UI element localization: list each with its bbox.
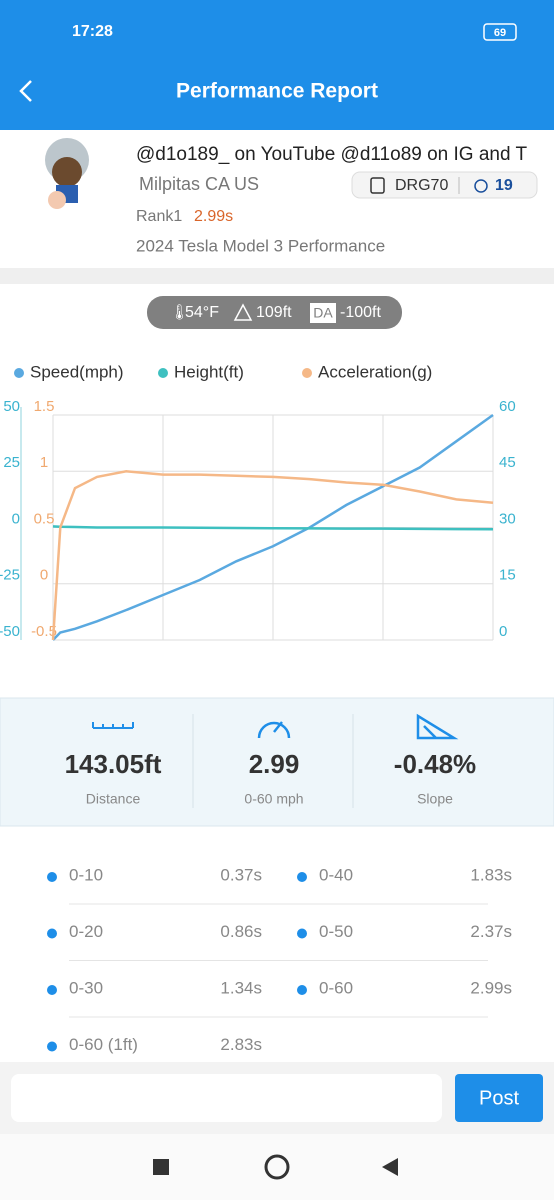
split-time: 0.37s <box>220 865 262 884</box>
split-time: 0.86s <box>220 922 262 941</box>
da-label: DA <box>313 305 333 321</box>
da-box <box>310 303 336 323</box>
split-label: 0-30 <box>69 978 103 997</box>
tick-label: 0 <box>12 510 20 527</box>
weather-pill <box>147 296 402 329</box>
stat-value: -0.48% <box>394 749 476 779</box>
split-dot <box>47 928 57 939</box>
nav-bar <box>0 1134 554 1200</box>
split-dot <box>297 985 307 995</box>
satellite-count: 19 <box>495 177 513 194</box>
tick-label: 0 <box>499 623 507 640</box>
split-dot <box>47 872 57 882</box>
split-label: 0-60 <box>319 978 353 997</box>
distance-icon <box>92 722 134 729</box>
series-line <box>52 413 494 641</box>
profile-name: @d1o189_ on YouTube @d11o89 on IG and T <box>136 144 527 165</box>
device-name: DRG70 <box>395 177 448 194</box>
post-button[interactable] <box>455 1074 543 1122</box>
split-label: 0-20 <box>69 922 103 941</box>
legend-swatch <box>158 368 168 378</box>
split-dot <box>297 872 307 882</box>
car: 2024 Tesla Model 3 Performance <box>136 236 385 255</box>
avatar <box>45 138 89 209</box>
device-badge <box>351 171 538 199</box>
split-time: 2.83s <box>220 1035 262 1054</box>
split-label: 0-40 <box>319 865 353 884</box>
app-bar <box>0 0 554 130</box>
section-gap <box>0 268 554 284</box>
thermo-icon: 🌡 <box>170 304 189 321</box>
tick-label: -0.5 <box>31 623 57 640</box>
recents-button[interactable] <box>153 1159 169 1175</box>
tick-label: 0.5 <box>34 510 55 527</box>
split-dot <box>47 1041 57 1052</box>
temperature: 54°F <box>185 304 219 321</box>
back-nav-button[interactable] <box>382 1158 398 1176</box>
stat-label: Slope <box>417 791 453 807</box>
clock: 17:28 <box>72 23 113 40</box>
comment-input[interactable] <box>11 1074 442 1122</box>
tick-label: 60 <box>499 398 516 415</box>
split-time: 1.34s <box>220 978 262 997</box>
stat-label: 0-60 mph <box>244 791 303 807</box>
location: Milpitas CA US <box>139 174 259 194</box>
tick-label: 1 <box>40 454 48 471</box>
legend-label: Speed(mph) <box>30 362 124 381</box>
tick-label: -50 <box>0 623 20 640</box>
altitude-icon <box>233 303 253 321</box>
altitude: 109ft <box>256 304 292 321</box>
speed-icon <box>257 721 291 739</box>
split-time: 2.37s <box>470 922 512 941</box>
split-dot <box>297 928 307 939</box>
split-time: 2.99s <box>470 978 512 997</box>
series-line <box>52 525 494 531</box>
home-button[interactable] <box>264 1154 290 1180</box>
satellite-icon <box>474 179 488 193</box>
tick-label: -25 <box>0 567 20 584</box>
tick-label: 30 <box>499 510 516 527</box>
tick-label: 45 <box>499 454 516 471</box>
post-label: Post <box>479 1087 519 1109</box>
split-label: 0-60 (1ft) <box>69 1035 138 1054</box>
battery-icon <box>483 23 517 41</box>
split-label: 0-50 <box>319 922 353 941</box>
tick-label: 15 <box>499 567 516 584</box>
legend-label: Height(ft) <box>174 362 244 381</box>
split-dot <box>47 985 57 995</box>
device-icon <box>370 177 385 194</box>
slope-icon <box>416 713 459 740</box>
stat-value: 143.05ft <box>65 749 162 779</box>
legend-label: Acceleration(g) <box>318 362 432 381</box>
tick-label: 0 <box>40 567 48 584</box>
legend-swatch <box>14 368 24 378</box>
rank: Rank1 <box>136 208 182 225</box>
tick-label: 1.5 <box>34 398 55 415</box>
series-line <box>51 470 494 641</box>
split-time: 1.83s <box>470 865 512 884</box>
back-button[interactable] <box>19 80 32 102</box>
stats-band <box>0 697 554 827</box>
battery-level: 69 <box>494 27 506 39</box>
page-title: Performance Report <box>176 80 378 103</box>
legend-swatch <box>302 368 312 378</box>
tick-label: 50 <box>3 398 20 415</box>
rank-time: 2.99s <box>194 208 233 225</box>
stat-label: Distance <box>86 791 141 807</box>
split-label: 0-10 <box>69 865 103 884</box>
tick-label: 25 <box>3 454 20 471</box>
density-altitude: -100ft <box>340 304 381 321</box>
stat-value: 2.99 <box>249 749 300 779</box>
